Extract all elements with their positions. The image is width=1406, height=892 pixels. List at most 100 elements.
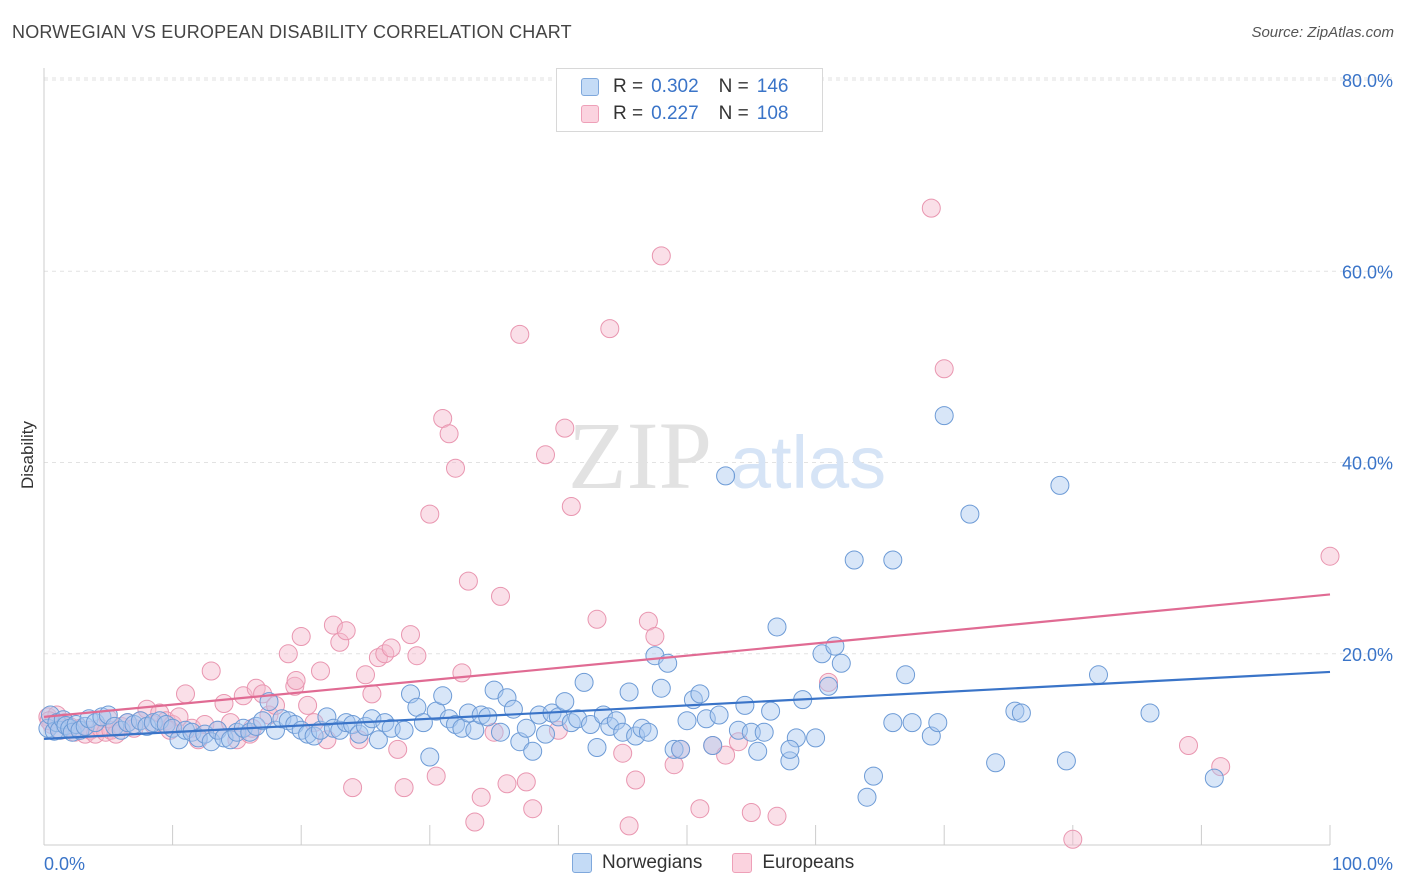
norwegians-trend-line	[43, 670, 1331, 740]
r-label: R =	[613, 76, 644, 97]
norwegians-point	[960, 504, 980, 524]
europeans-point	[741, 803, 761, 822]
norwegians-point	[741, 722, 761, 742]
norwegians-point	[330, 720, 350, 740]
norwegians-point	[561, 713, 581, 733]
norwegians-point	[780, 751, 800, 771]
europeans-point	[446, 458, 465, 478]
norwegians-point	[716, 466, 736, 486]
norwegians-point	[883, 713, 903, 733]
europeans-point	[1063, 829, 1083, 849]
n-value: 146	[756, 76, 789, 97]
europeans-point	[1179, 736, 1198, 755]
n-label: N =	[718, 76, 749, 97]
europeans-point	[555, 418, 575, 438]
norwegians-point	[1050, 475, 1070, 495]
europeans-point	[587, 609, 607, 629]
norwegians-point	[259, 692, 279, 712]
legend-row-norwegians: R = 0.302 N = 146	[581, 75, 788, 99]
europeans-point	[510, 324, 530, 344]
y-tick-label: 40.0%	[1342, 454, 1393, 474]
r-value: 0.227	[651, 103, 699, 124]
europeans-trend-line	[43, 593, 1331, 718]
norwegians-point	[394, 720, 414, 740]
europeans-point	[921, 198, 941, 218]
norwegians-point	[272, 709, 292, 729]
norwegians-point	[651, 678, 671, 698]
europeans-point	[343, 778, 363, 798]
norwegians-point	[516, 718, 536, 738]
europeans-point	[465, 812, 485, 832]
norwegians-point	[613, 722, 633, 742]
norwegians-point	[748, 741, 768, 761]
europeans-point	[767, 806, 787, 826]
norwegians-point	[696, 709, 716, 729]
norwegians-point	[786, 728, 806, 748]
norwegians-point	[433, 686, 453, 706]
europeans-point	[458, 571, 478, 591]
norwegians-point	[819, 676, 838, 696]
norwegians-point	[587, 738, 607, 757]
europeans-point	[291, 627, 311, 646]
europeans-point	[439, 424, 459, 444]
norwegians-point	[883, 550, 903, 570]
europeans-point	[407, 646, 427, 666]
europeans-point	[330, 632, 350, 652]
norwegians-point	[201, 732, 221, 752]
n-value: 108	[756, 103, 789, 124]
norwegians-point	[864, 766, 883, 786]
europeans-point	[311, 661, 330, 681]
europeans-point	[426, 766, 446, 786]
watermark-zip: ZIP	[568, 402, 712, 509]
legend-label-norwegians: Norwegians	[602, 852, 703, 873]
norwegians-point	[349, 724, 369, 744]
legend-item-europeans[interactable]: Europeans	[732, 852, 854, 874]
europeans-point	[401, 625, 420, 645]
norwegians-point	[568, 709, 588, 729]
europeans-point	[278, 644, 298, 664]
europeans-point	[323, 615, 343, 635]
norwegians-point	[664, 739, 684, 759]
norwegians-swatch	[572, 853, 592, 873]
norwegians-swatch	[581, 78, 599, 96]
y-tick-label: 20.0%	[1342, 645, 1393, 665]
norwegians-point	[831, 653, 851, 673]
norwegians-point	[362, 709, 382, 729]
norwegians-point	[857, 787, 877, 807]
norwegians-point	[420, 747, 440, 767]
norwegians-point	[806, 728, 826, 748]
norwegians-point	[735, 695, 755, 715]
norwegians-point	[491, 722, 510, 742]
n-label: N =	[718, 103, 749, 124]
europeans-point	[286, 671, 306, 690]
europeans-swatch	[732, 853, 753, 873]
legend-item-norwegians[interactable]: Norwegians	[572, 852, 702, 874]
norwegians-point	[934, 406, 954, 426]
norwegians-point	[896, 665, 916, 685]
legend-label-europeans: Europeans	[762, 852, 855, 873]
norwegians-point	[137, 716, 157, 736]
norwegians-point	[780, 739, 800, 759]
norwegians-point	[825, 636, 845, 656]
norwegians-point	[1204, 768, 1224, 788]
norwegians-point	[986, 753, 1006, 773]
europeans-point	[690, 799, 710, 819]
series-legend: Norwegians Europeans	[572, 852, 884, 874]
norwegians-point	[446, 715, 465, 734]
norwegians-point	[690, 684, 710, 704]
norwegians-point	[1140, 703, 1160, 723]
norwegians-point	[581, 715, 600, 734]
norwegians-point	[368, 730, 388, 750]
europeans-point	[716, 745, 736, 765]
europeans-point	[388, 739, 408, 759]
europeans-point	[253, 684, 273, 704]
correlation-legend: R = 0.302 N = 146 R = 0.227 N = 108	[556, 68, 823, 132]
europeans-point	[176, 684, 195, 704]
europeans-point	[150, 703, 170, 723]
europeans-point	[645, 627, 665, 646]
europeans-point	[536, 445, 555, 465]
europeans-point	[651, 246, 671, 266]
europeans-point	[619, 816, 639, 836]
norwegians-point	[497, 688, 517, 708]
europeans-point	[362, 684, 382, 704]
